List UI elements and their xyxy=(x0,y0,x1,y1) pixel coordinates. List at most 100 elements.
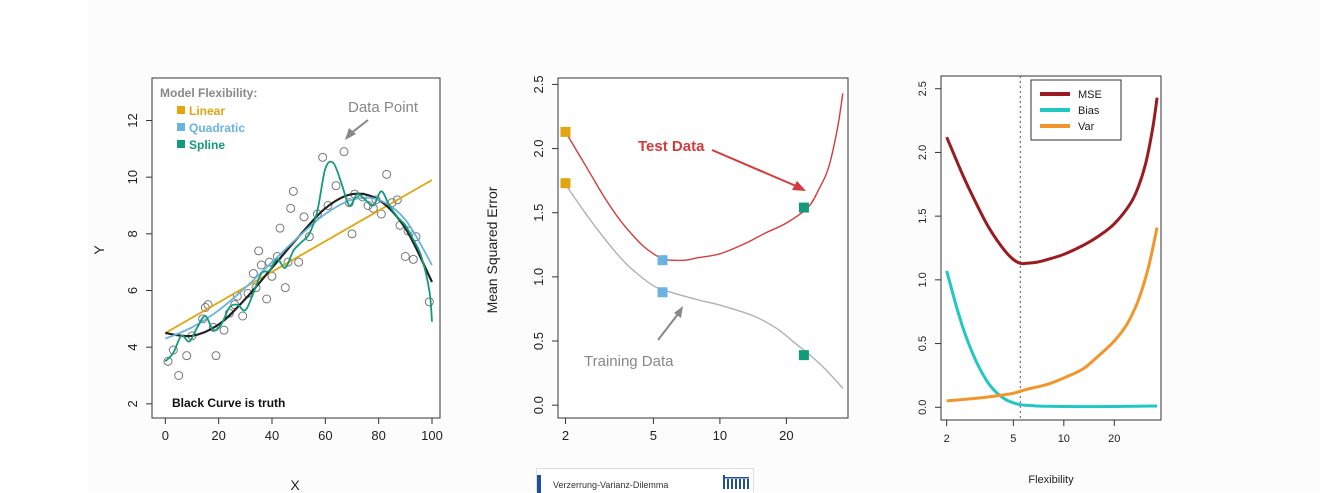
marker-square xyxy=(657,287,668,298)
series-line-mse xyxy=(945,97,1159,266)
bar-logo-icon xyxy=(723,475,749,489)
legend-label: Quadratic xyxy=(189,121,245,135)
data-point xyxy=(248,269,258,278)
x-tick-label: 0 xyxy=(162,428,169,443)
x-tick-label: 100 xyxy=(421,428,443,443)
legend-swatch xyxy=(177,140,185,148)
y-tick-label: 2.0 xyxy=(531,140,546,158)
legend-box xyxy=(1030,79,1122,141)
training-data-arrowhead xyxy=(674,306,683,318)
data-point xyxy=(339,147,349,157)
series-line-var xyxy=(946,227,1159,403)
x-tick-label: 5 xyxy=(1010,433,1016,445)
legend-swatch xyxy=(177,123,185,131)
data-point xyxy=(424,297,434,307)
y-tick-label: 10 xyxy=(125,170,140,184)
data-point xyxy=(331,181,341,191)
series-line-spline xyxy=(164,160,433,362)
x-tick-label: 80 xyxy=(371,428,385,443)
data-point xyxy=(323,201,333,210)
test-data-arrow xyxy=(711,149,797,187)
annotation-training-data: Training Data xyxy=(584,353,674,370)
data-point xyxy=(219,325,229,335)
marker-square xyxy=(798,350,809,361)
marker-square xyxy=(560,178,571,189)
data-point xyxy=(408,254,418,264)
y-tick-label: 12 xyxy=(125,113,140,127)
data-point xyxy=(280,283,290,293)
plot-frame xyxy=(557,77,849,419)
data-point xyxy=(275,223,285,233)
note-text: Black Curve is truth xyxy=(172,396,285,410)
legend-label: Linear xyxy=(189,104,225,118)
data-point xyxy=(208,322,218,332)
annotation-test-data: Test Data xyxy=(638,138,705,155)
y-tick-label: 0.5 xyxy=(917,336,929,351)
data-point xyxy=(238,311,248,321)
y-axis-label: Y xyxy=(91,245,107,255)
y-tick-label: 0.0 xyxy=(917,400,929,415)
data-point xyxy=(174,371,184,380)
data-point xyxy=(163,356,173,366)
data-point xyxy=(299,212,309,222)
data-point xyxy=(392,195,402,205)
annotation-arrowhead xyxy=(345,128,356,140)
legend-label: Var xyxy=(1078,121,1095,133)
y-tick-label: 1.5 xyxy=(917,208,929,223)
data-point xyxy=(318,152,328,162)
caption-text: Verzerrung-Varianz-Dilemma xyxy=(553,480,669,490)
y-tick-label: 1.0 xyxy=(531,268,546,286)
legend-swatch xyxy=(177,106,185,114)
x-tick-label: 10 xyxy=(713,428,727,443)
marker-square xyxy=(560,126,571,137)
series-line-bias xyxy=(945,270,1158,409)
data-point xyxy=(294,257,304,267)
x-tick-label: 20 xyxy=(211,428,225,443)
y-tick-label: 1.5 xyxy=(531,204,546,222)
y-axis-label: Mean Squared Error xyxy=(484,186,500,313)
data-point xyxy=(262,294,272,304)
y-tick-label: 0.0 xyxy=(531,396,546,414)
x-tick-label: 5 xyxy=(650,428,657,443)
x-tick-label: 10 xyxy=(1058,433,1070,445)
data-point xyxy=(254,246,264,256)
y-tick-label: 6 xyxy=(125,287,140,294)
legend-title: Model Flexibility: xyxy=(160,86,257,100)
data-point xyxy=(288,186,298,196)
test-data-arrowhead xyxy=(792,181,806,191)
y-tick-label: 2.5 xyxy=(531,75,546,93)
x-axis-label: X xyxy=(290,477,300,492)
x-tick-label: 40 xyxy=(265,428,279,443)
x-tick-label: 2 xyxy=(562,428,569,443)
series-line-quadratic xyxy=(164,196,433,340)
data-point xyxy=(283,257,293,267)
marker-square xyxy=(798,202,809,213)
y-tick-label: 1.0 xyxy=(917,272,929,287)
marker-square xyxy=(657,255,668,266)
caption-accent-bar xyxy=(537,475,541,493)
y-tick-label: 2.0 xyxy=(917,145,929,160)
legend-label: Bias xyxy=(1078,105,1100,117)
y-tick-label: 8 xyxy=(125,230,140,237)
caption-tab[interactable]: Verzerrung-Varianz-Dilemma xyxy=(536,468,754,493)
series-line-test-data xyxy=(564,93,844,262)
data-point xyxy=(347,229,357,239)
legend-label: MSE xyxy=(1078,89,1102,101)
data-point xyxy=(382,169,392,179)
data-point xyxy=(182,351,192,361)
x-tick-label: 2 xyxy=(944,433,950,445)
legend-label: Spline xyxy=(189,138,225,152)
data-point xyxy=(211,351,221,361)
data-point xyxy=(256,260,266,270)
x-tick-label: 20 xyxy=(1108,433,1120,445)
y-tick-label: 2.5 xyxy=(917,81,929,96)
data-point xyxy=(286,203,296,213)
x-tick-label: 60 xyxy=(318,428,332,443)
y-tick-label: 4 xyxy=(125,344,140,351)
data-point xyxy=(224,308,234,318)
data-point xyxy=(400,252,410,261)
x-tick-label: 20 xyxy=(779,428,793,443)
annotation-text: Data Point xyxy=(348,99,419,116)
x-axis-label: Flexibility xyxy=(1028,474,1074,486)
